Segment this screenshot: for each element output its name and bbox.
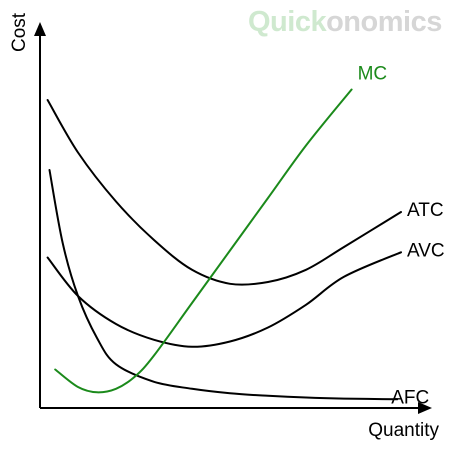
series-label-atc: ATC	[407, 200, 444, 221]
logo-part-quick: Quick	[248, 6, 327, 38]
chart-axes	[34, 22, 432, 414]
series-label-avc: AVC	[407, 240, 445, 261]
series-line-atc	[46, 99, 402, 286]
logo-part-onomics: onomics	[326, 6, 442, 38]
series-line-afc	[48, 169, 399, 401]
y-axis-arrow	[34, 22, 46, 36]
x-axis-label: Quantity	[368, 420, 439, 441]
chart-labels: ATC AVC AFC MC	[358, 64, 445, 409]
chart-curves	[46, 88, 402, 401]
series-line-mc	[54, 88, 353, 394]
quickonomics-logo: Quickonomics	[248, 6, 442, 39]
x-axis-arrow	[418, 402, 432, 414]
series-label-afc: AFC	[391, 387, 429, 408]
series-line-avc	[46, 251, 402, 348]
y-axis-label: Cost	[9, 12, 30, 52]
series-label-mc: MC	[358, 64, 388, 85]
